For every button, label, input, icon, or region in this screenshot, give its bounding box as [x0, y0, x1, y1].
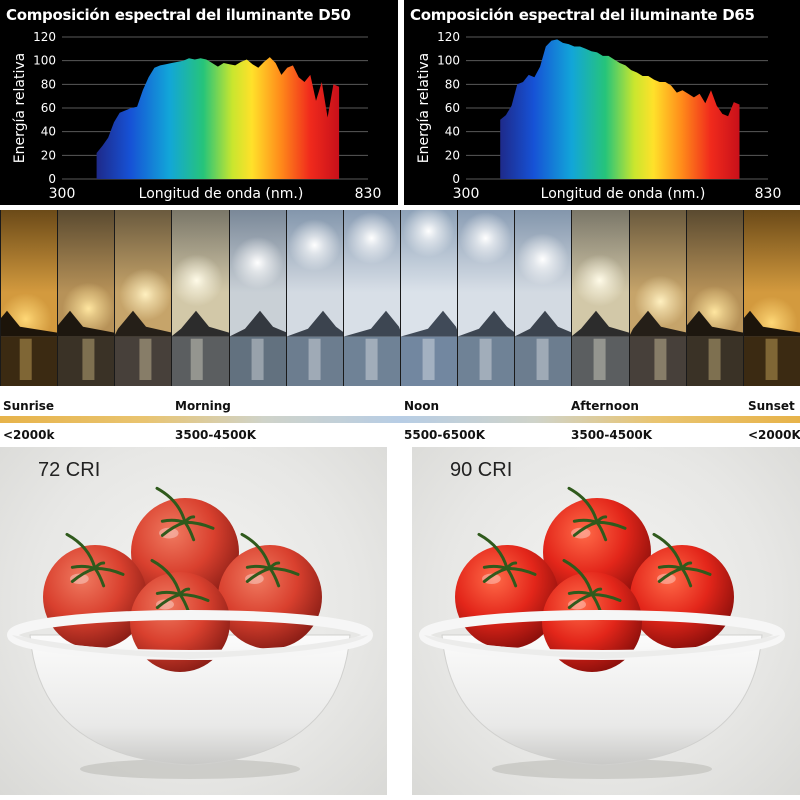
daylight-frame	[171, 210, 230, 386]
y-tick-label: 40	[445, 125, 460, 139]
d65-chart-panel: 0 20 40 60 80 100 120 300 830 Longitud de onda (n…	[404, 0, 800, 205]
x-tick-label: 830	[755, 186, 782, 202]
tomato-bowl-illustration	[7, 486, 373, 779]
label-morning: Morning	[175, 399, 231, 413]
daylight-frame	[228, 210, 287, 386]
spectrum-area	[96, 57, 340, 179]
y-tick-label: 80	[41, 77, 56, 91]
label-sunrise: Sunrise	[3, 399, 55, 413]
y-tick-label: 0	[48, 172, 56, 186]
spectrum-area	[500, 39, 740, 180]
y-tick-label: 100	[33, 54, 56, 68]
d50-spectrum-chart: 0 20 40 60 80 100 120 300 830 Longitud de onda (n…	[12, 30, 382, 202]
kelvin-sunset: <2000K	[748, 428, 800, 442]
daylight-frame	[457, 210, 516, 386]
y-tick-label: 120	[437, 30, 460, 44]
d50-chart-panel: 0 20 40 60 80 100 120 300 830 Longitud de onda (n…	[0, 0, 398, 205]
daylight-frame	[0, 210, 58, 386]
daylight-frame	[685, 210, 744, 386]
tomato-photo-90cri: 90 CRI	[412, 447, 800, 795]
daylight-frame	[57, 210, 116, 386]
kelvin-morning: 3500-4500K	[175, 428, 257, 442]
y-tick-label: 100	[437, 54, 460, 68]
y-axis-label: Energía relativa	[12, 53, 28, 163]
kelvin-afternoon: 3500-4500K	[571, 428, 653, 442]
cri-label-72: 72 CRI	[38, 459, 101, 481]
x-axis-label: Longitud de onda (nm.)	[541, 186, 706, 202]
y-tick-label: 20	[41, 148, 56, 162]
label-afternoon: Afternoon	[571, 399, 639, 413]
daylight-frame	[400, 210, 458, 386]
y-tick-label: 60	[41, 101, 56, 115]
daylight-frame	[628, 210, 687, 386]
color-temperature-bar	[0, 416, 800, 423]
tomato-bowl-illustration	[419, 486, 785, 779]
label-sunset: Sunset	[748, 399, 795, 413]
y-tick-label: 80	[445, 77, 460, 91]
tomato-photo-72cri: 72 CRI	[0, 447, 387, 795]
kelvin-noon: 5500-6500K	[404, 428, 486, 442]
cri-label-90: 90 CRI	[450, 459, 513, 481]
daylight-frame	[742, 210, 800, 386]
daylight-frame	[285, 210, 344, 386]
x-tick-label: 300	[49, 186, 76, 202]
daylight-frame	[114, 210, 173, 386]
x-axis-label: Longitud de onda (nm.)	[139, 186, 304, 202]
d65-spectrum-chart: 0 20 40 60 80 100 120 300 830 Longitud de onda (n…	[416, 30, 782, 202]
y-tick-label: 0	[452, 172, 460, 186]
kelvin-sunrise: <2000k	[3, 428, 55, 442]
y-axis-label: Energía relativa	[416, 53, 432, 163]
y-tick-label: 120	[33, 30, 56, 44]
daylight-frame	[514, 210, 573, 386]
y-tick-label: 40	[41, 125, 56, 139]
y-tick-label: 20	[445, 148, 460, 162]
daylight-frame	[571, 210, 630, 386]
y-tick-label: 60	[445, 101, 460, 115]
label-noon: Noon	[404, 399, 440, 413]
daylight-photo-strip	[0, 210, 800, 386]
daylight-frame	[342, 210, 401, 386]
x-tick-label: 300	[453, 186, 480, 202]
d50-chart-title: Composición espectral del iluminante D50	[6, 6, 351, 24]
d65-chart-title: Composición espectral del iluminante D65	[410, 6, 755, 24]
x-tick-label: 830	[355, 186, 382, 202]
